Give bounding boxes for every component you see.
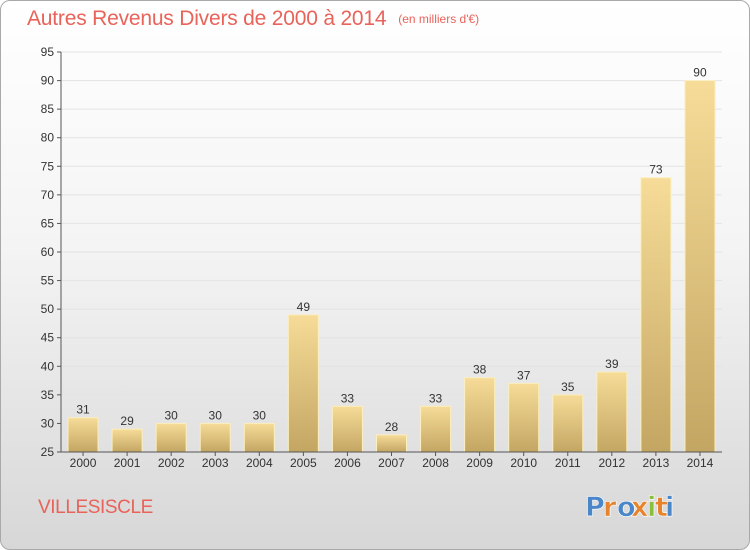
x-tick-label: 2011: [555, 456, 581, 470]
logo-letter: i: [665, 492, 674, 523]
x-tick-label: 2000: [70, 456, 97, 470]
bar-value-label: 29: [120, 414, 134, 428]
y-tick-label: 25: [41, 445, 55, 459]
bar-value-label: 30: [164, 408, 178, 422]
chart-title-block: Autres Revenus Divers de 2000 à 2014 (en…: [27, 7, 479, 31]
y-tick-label: 85: [41, 102, 55, 116]
bar: [111, 428, 143, 453]
logo-letter: i: [647, 492, 656, 523]
bar-value-label: 49: [297, 300, 311, 314]
y-tick-label: 55: [41, 274, 55, 288]
bar-value-label: 37: [517, 368, 531, 382]
bar: [508, 382, 540, 453]
bar-value-label: 31: [76, 403, 90, 417]
logo-letter: x: [631, 492, 648, 523]
y-tick-label: 95: [41, 45, 55, 59]
y-tick-label: 60: [41, 245, 55, 259]
bar: [67, 417, 99, 453]
bar: [684, 80, 716, 453]
chart-subtitle-unit: (en milliers d'€): [398, 12, 480, 26]
y-tick-label: 90: [41, 74, 55, 88]
x-tick-label: 2008: [422, 456, 449, 470]
y-tick-label: 75: [41, 159, 55, 173]
x-tick-label: 2001: [114, 456, 141, 470]
logo-letter: P: [585, 492, 605, 523]
logo-letter: r: [603, 492, 617, 523]
y-tick-label: 50: [41, 302, 55, 316]
bar-value-label: 39: [605, 357, 619, 371]
bar: [155, 422, 187, 453]
bar: [596, 371, 628, 453]
bar-value-label: 38: [473, 363, 487, 377]
x-tick-label: 2010: [510, 456, 537, 470]
bar: [464, 377, 496, 453]
x-tick-label: 2007: [378, 456, 405, 470]
y-tick-label: 70: [41, 188, 55, 202]
logo-letter: t: [655, 492, 668, 523]
bar: [420, 405, 452, 453]
x-tick-label: 2005: [290, 456, 317, 470]
bar: [243, 422, 275, 453]
bar-value-label: 33: [341, 391, 355, 405]
x-tick-label: 2003: [202, 456, 229, 470]
bar: [331, 405, 363, 453]
y-tick-label: 80: [41, 131, 55, 145]
bar: [640, 177, 672, 453]
x-tick-label: 2013: [643, 456, 670, 470]
bar: [376, 434, 407, 453]
bar-value-label: 30: [253, 408, 267, 422]
axes: [57, 51, 722, 456]
x-tick-label: 2009: [466, 456, 493, 470]
bar-value-label: 28: [385, 420, 399, 434]
chart-title: Autres Revenus Divers de 2000 à 2014: [27, 7, 387, 30]
bar: [552, 394, 584, 453]
bars: [67, 80, 716, 453]
x-tick-label: 2014: [687, 456, 714, 470]
bar-value-label: 35: [561, 380, 575, 394]
x-tick-label: 2002: [158, 456, 185, 470]
bar: [287, 314, 319, 453]
y-tick-label: 30: [41, 416, 55, 430]
y-tick-label: 40: [41, 359, 55, 373]
logo-letter: o: [617, 492, 636, 523]
bar: [199, 422, 231, 453]
place-name: VILLESISCLE: [38, 497, 153, 518]
labels: 25 30 35 40 45 50 55 60 65 70 75 80 85 90 95 31 2000 29 20…: [41, 45, 714, 470]
y-tick-label: 65: [41, 216, 55, 230]
y-tick-label: 35: [41, 388, 55, 402]
x-tick-label: 2006: [334, 456, 361, 470]
x-tick-label: 2012: [598, 456, 625, 470]
bar-value-label: 90: [693, 66, 707, 80]
y-tick-label: 45: [41, 331, 55, 345]
x-tick-label: 2004: [246, 456, 273, 470]
bar-value-label: 73: [649, 163, 663, 177]
bar-value-label: 30: [209, 408, 223, 422]
bar-value-label: 33: [429, 391, 443, 405]
